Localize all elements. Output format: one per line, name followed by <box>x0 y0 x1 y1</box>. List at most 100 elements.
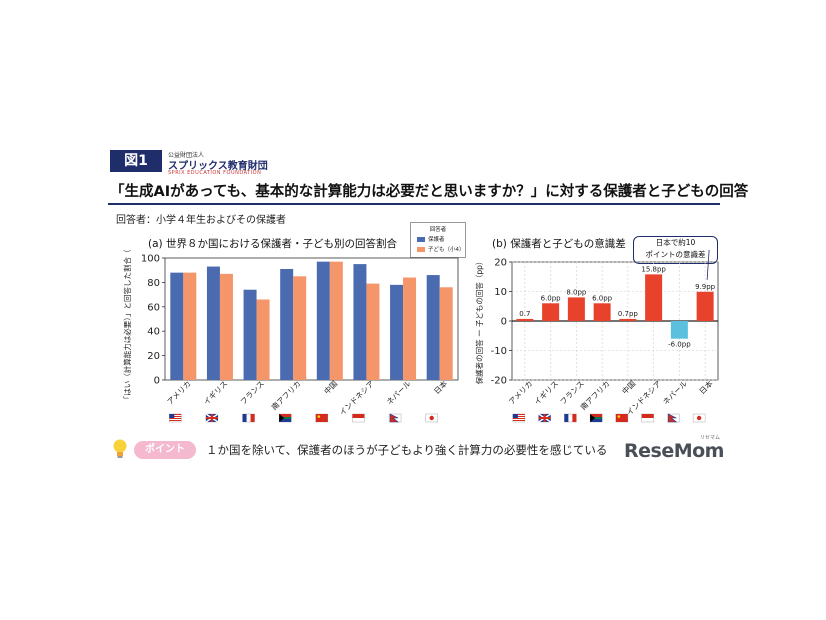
flag-icon-6 <box>667 413 680 423</box>
watermark-ruby: リセマム <box>700 435 721 441</box>
bar-children-0 <box>183 272 197 380</box>
flag-band <box>352 414 365 418</box>
flag-stripe <box>169 414 182 415</box>
bar-children-1 <box>219 273 233 380</box>
x-tick-label: 日本 <box>697 378 715 396</box>
callout-line-2: ポイントの意識差 <box>645 250 706 259</box>
x-tick-label: イギリス <box>202 379 230 407</box>
gap-bar-3 <box>593 303 611 321</box>
y-tick-label: 0 <box>501 317 507 328</box>
bar-parents-1 <box>206 266 220 380</box>
flag-stripe <box>169 416 182 417</box>
flag-band <box>242 414 247 422</box>
panel-b-title: (b) 保護者と子どもの意識差 <box>492 238 626 250</box>
x-tick-label: ネパール <box>661 379 689 407</box>
gap-bar-2 <box>567 297 585 321</box>
x-tick-label: インドネシア <box>338 379 376 417</box>
legend-label-parents: 保護者 <box>428 237 445 243</box>
flag-triangle <box>590 414 596 422</box>
y-tick-label: 40 <box>147 327 160 338</box>
flag-icon-0 <box>169 413 182 423</box>
y-tick-label: 80 <box>147 278 160 289</box>
legend-label-children: 子ども（小4） <box>428 247 465 253</box>
flag-star <box>317 415 321 418</box>
flag-field <box>615 414 628 422</box>
bar-parents-3 <box>280 268 294 380</box>
respondent-note: 回答者：小学４年生およびその保護者 <box>116 215 286 226</box>
japan-gap-callout: 日本で約10 ポイントの意識差 <box>633 236 718 264</box>
point-badge: ポイント <box>134 441 196 459</box>
legend-swatch-children <box>417 247 425 252</box>
callout-pointer <box>706 250 710 280</box>
data-label: 6.0pp <box>592 294 613 302</box>
flag-disc <box>429 415 434 421</box>
flag-band <box>564 414 569 422</box>
bar-parents-5 <box>353 264 367 380</box>
bar-parents-2 <box>243 289 257 380</box>
flag-stripe <box>512 420 525 421</box>
bar-parents-4 <box>316 261 330 380</box>
x-tick-label: フランス <box>238 379 265 406</box>
flag-band <box>250 414 255 422</box>
bar-children-7 <box>439 287 453 380</box>
chart-b-gap-chart: -20 -10 0 10 20 保護者の回答 ー 子どもの回答（pp） 0.7 アメリカ 6.0… <box>474 250 719 423</box>
figure-title: 「生成AIがあっても、基本的な計算能力は必要だと思いますか？」に対する保護者と子… <box>110 184 749 200</box>
flag-icon-7 <box>425 413 438 423</box>
flag-icon-1 <box>538 413 552 423</box>
chart-a-bar-chart: 020406080100「はい（計算能力は必要）」と回答した割合（%） アメリカイ… <box>122 250 459 423</box>
flag-pennant <box>668 413 678 423</box>
bar-parents-6 <box>390 284 404 380</box>
resemom-watermark-logo: ReseMom <box>624 440 724 462</box>
gap-bar-0 <box>516 318 534 321</box>
plot-frame <box>164 257 459 381</box>
org-english-name: SPRIX EDUCATION FOUNDATION <box>168 170 262 176</box>
legend-entry-parents: 保護者 <box>417 235 445 243</box>
bar-children-2 <box>256 299 270 380</box>
flag-triangle <box>279 414 285 422</box>
y-axis-label: 保護者の回答 ー 子どもの回答（pp） <box>474 258 484 385</box>
x-tick-label: アメリカ <box>165 379 192 406</box>
gap-bar-4 <box>619 318 637 321</box>
data-label: 0.7pp <box>618 310 639 318</box>
flag-band <box>641 414 654 418</box>
y-tick-label: 20 <box>494 258 507 269</box>
bar-children-3 <box>293 276 307 380</box>
flag-stripe <box>169 420 182 421</box>
flag-stripe <box>512 418 525 419</box>
bar-parents-0 <box>170 272 184 380</box>
data-label: 15.8pp <box>641 265 666 273</box>
flag-icon-4 <box>615 413 629 423</box>
org-type-label: 公益財団法人 <box>168 152 205 159</box>
x-tick-label: ネパール <box>385 379 413 407</box>
y-tick-label: 100 <box>141 254 160 265</box>
flag-band <box>590 418 603 422</box>
flag-band <box>572 414 577 422</box>
x-tick-label: 南アフリカ <box>269 378 303 412</box>
gap-bar-5 <box>645 274 663 321</box>
flag-icon-3 <box>589 413 603 423</box>
point-text: １か国を除いて、保護者のほうが子どもより強く計算力の必要性を感じている <box>206 443 608 457</box>
y-tick-label: 0 <box>154 376 160 387</box>
flag-band <box>590 414 603 418</box>
flag-stripe <box>512 416 525 417</box>
flag-disc <box>696 415 702 421</box>
flag-cross <box>205 417 218 419</box>
flag-band <box>279 417 292 419</box>
flag-icon-1 <box>205 413 219 423</box>
data-label: 8.0pp <box>566 288 587 296</box>
gap-bar-7 <box>696 291 714 321</box>
y-tick-label: 60 <box>147 302 160 313</box>
flag-icon-6 <box>388 413 402 423</box>
flag-stripe <box>169 418 182 419</box>
flag-pennant <box>389 413 399 423</box>
data-label: 0.7 <box>519 310 530 318</box>
x-tick-label: 日本 <box>431 378 449 396</box>
figure-number-badge: 図1 <box>110 150 162 172</box>
flag-band <box>279 414 292 418</box>
gap-bar-1 <box>542 303 560 321</box>
flag-cross <box>538 417 551 419</box>
bar-children-4 <box>329 261 343 380</box>
flag-icon-5 <box>352 413 365 423</box>
flag-field <box>315 414 328 422</box>
flag-icon-2 <box>242 413 255 423</box>
